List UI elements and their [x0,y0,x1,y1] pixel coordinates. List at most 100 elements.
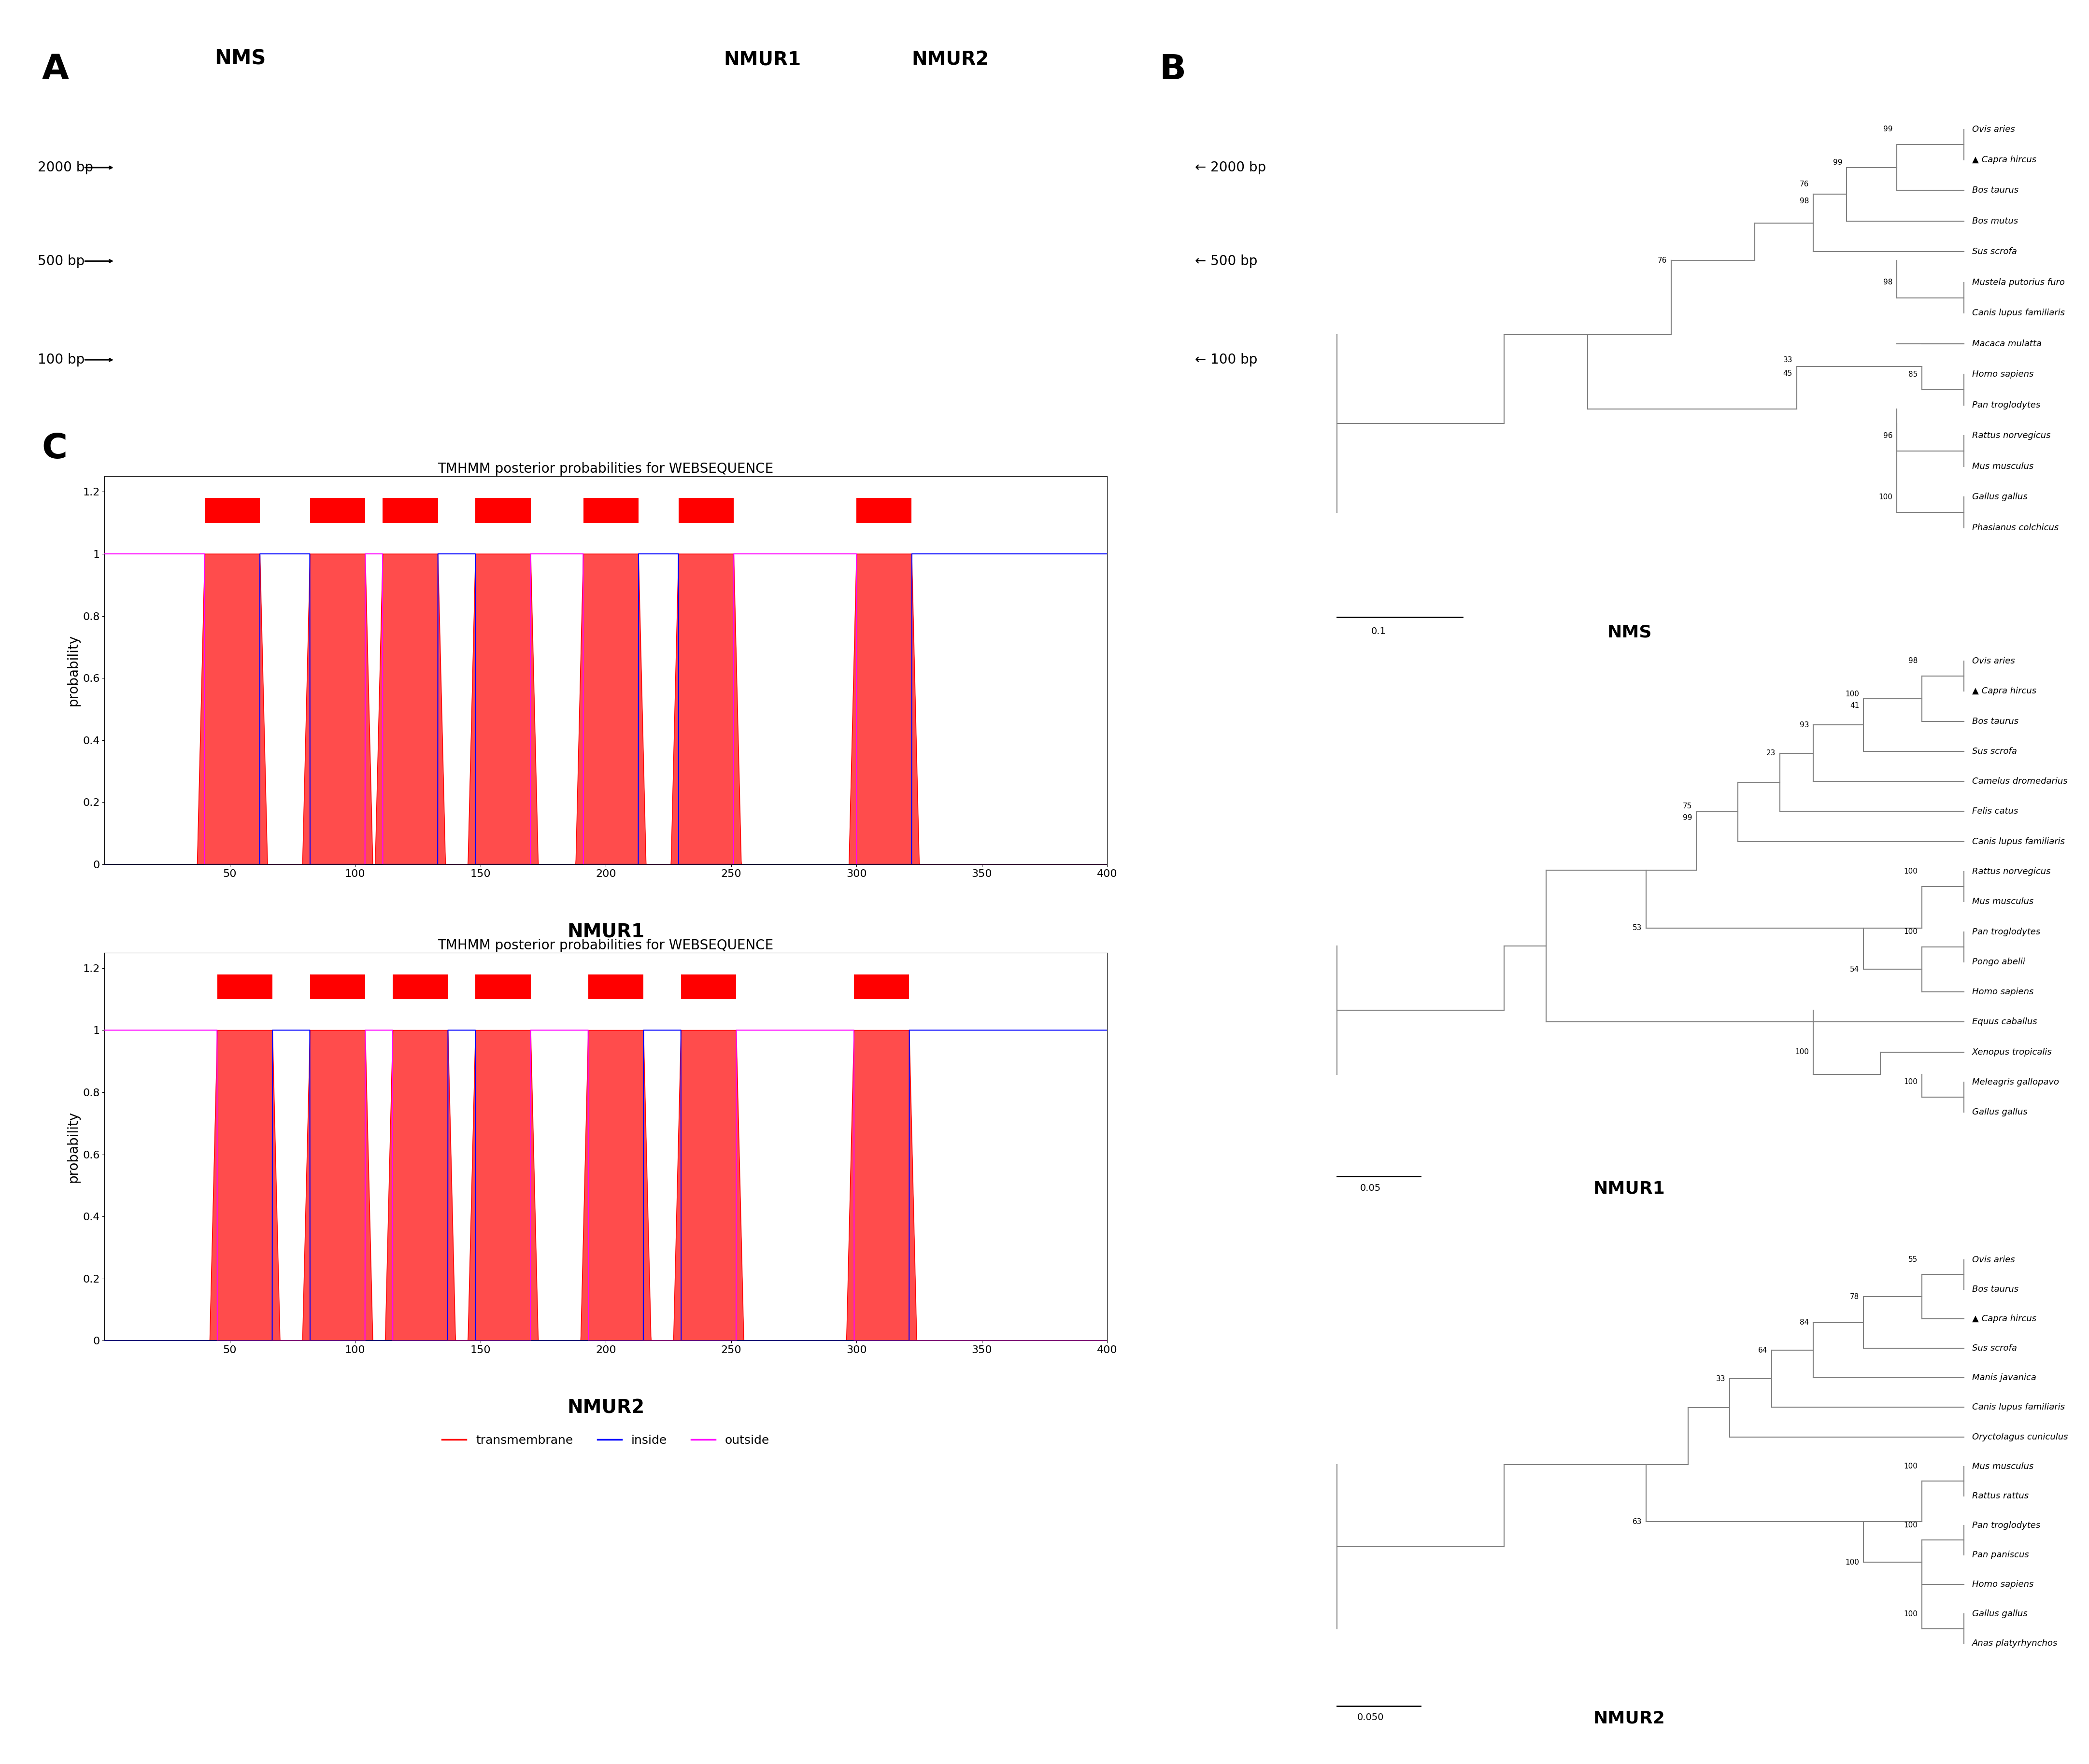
Text: 54: 54 [1851,965,1859,974]
Text: Ovis aries: Ovis aries [1972,656,2016,665]
Text: Anas platyrhynchos: Anas platyrhynchos [1972,1639,2058,1648]
Text: 98: 98 [1884,279,1893,286]
Bar [476,974,531,998]
Text: Bos taurus: Bos taurus [1972,1284,2018,1293]
Text: 41: 41 [1851,702,1859,709]
Text: B: B [1159,53,1187,86]
Text: 78: 78 [1851,1293,1859,1300]
Y-axis label: probability: probability [67,1111,79,1182]
Text: 53: 53 [1634,924,1642,931]
Text: M: M [606,106,618,118]
Bar [476,497,531,522]
Text: NMUR1: NMUR1 [566,923,646,940]
Text: Xenopus tropicalis: Xenopus tropicalis [1972,1048,2051,1057]
Text: Mus musculus: Mus musculus [1972,1462,2033,1471]
Text: NMUR2: NMUR2 [1594,1709,1665,1727]
Bar [679,497,733,522]
Text: NMUR1: NMUR1 [723,51,802,69]
Text: 84: 84 [1801,1319,1809,1327]
Bar [309,497,366,522]
Bar [589,974,643,998]
Text: Canis lupus familiaris: Canis lupus familiaris [1972,309,2064,318]
Text: Ovis aries: Ovis aries [1972,1256,2016,1265]
Text: 4: 4 [802,106,813,118]
Text: Canis lupus familiaris: Canis lupus familiaris [1972,838,2064,847]
Title: TMHMM posterior probabilities for WEBSEQUENCE: TMHMM posterior probabilities for WEBSEQ… [439,462,773,476]
Text: Rattus norvegicus: Rattus norvegicus [1972,432,2051,439]
Text: 100: 100 [1903,1078,1918,1087]
Text: 1: 1 [196,106,205,118]
Text: C: C [42,432,67,466]
Bar [217,974,272,998]
Text: ← 100 bp: ← 100 bp [1195,353,1258,367]
Bar [382,497,439,522]
Text: A: A [42,53,69,86]
Bar [205,497,259,522]
Bar [681,974,735,998]
Text: 500 bp: 500 bp [38,254,84,268]
Text: Homo sapiens: Homo sapiens [1972,370,2033,379]
Text: 100: 100 [1903,868,1918,875]
Text: 55: 55 [1909,1256,1918,1263]
Text: Macaca mulatta: Macaca mulatta [1972,339,2041,348]
Text: 93: 93 [1799,721,1809,729]
Text: 85: 85 [1909,370,1918,377]
Text: Bos taurus: Bos taurus [1972,716,2018,725]
Text: NMUR2: NMUR2 [911,51,990,69]
Text: 5: 5 [900,106,911,118]
Text: 98: 98 [1801,198,1809,205]
Text: Homo sapiens: Homo sapiens [1972,1581,2033,1589]
Text: Sus scrofa: Sus scrofa [1972,1344,2016,1353]
Text: M: M [378,106,391,118]
Text: Pan troglodytes: Pan troglodytes [1972,400,2041,409]
Bar [393,974,447,998]
Text: Pan paniscus: Pan paniscus [1972,1551,2028,1559]
Legend: transmembrane, inside, outside: transmembrane, inside, outside [437,954,775,975]
Text: 100: 100 [1794,1048,1809,1055]
Text: 33: 33 [1715,1376,1726,1383]
Text: Ovis aries: Ovis aries [1972,125,2016,134]
Text: Gallus gallus: Gallus gallus [1972,492,2028,501]
Text: NMUR2: NMUR2 [566,1399,646,1416]
Text: Phasianus colchicus: Phasianus colchicus [1972,524,2058,533]
Text: 2: 2 [288,106,297,118]
Text: 100: 100 [1903,1462,1918,1469]
Text: Canis lupus familiaris: Canis lupus familiaris [1972,1402,2064,1411]
Text: Oryctolagus cuniculus: Oryctolagus cuniculus [1972,1432,2068,1441]
Bar [309,974,366,998]
Text: 99: 99 [1882,125,1893,132]
Text: M: M [102,106,115,118]
Text: M: M [1095,106,1107,118]
Text: 0.050: 0.050 [1358,1713,1383,1722]
Text: 76: 76 [1801,180,1809,189]
Legend: transmembrane, inside, outside: transmembrane, inside, outside [437,1431,775,1452]
Text: Camelus dromedarius: Camelus dromedarius [1972,776,2068,785]
Text: 100: 100 [1903,1522,1918,1529]
Text: Rattus rattus: Rattus rattus [1972,1492,2028,1499]
Text: Pan troglodytes: Pan troglodytes [1972,928,2041,937]
Text: 64: 64 [1759,1346,1767,1353]
Text: NMS: NMS [215,49,265,69]
Text: 0.1: 0.1 [1370,626,1387,635]
Text: Sus scrofa: Sus scrofa [1972,746,2016,755]
Bar [854,974,909,998]
Text: ▲ Capra hircus: ▲ Capra hircus [1972,155,2037,164]
Text: 98: 98 [1909,658,1918,665]
Text: Gallus gallus: Gallus gallus [1972,1609,2028,1618]
Text: 99: 99 [1832,159,1842,166]
Text: 96: 96 [1882,432,1893,439]
Text: NMS: NMS [1606,624,1652,640]
Text: 3: 3 [706,106,714,118]
Text: 100: 100 [1903,1611,1918,1618]
Text: 0.05: 0.05 [1360,1184,1381,1192]
Text: Bos mutus: Bos mutus [1972,217,2018,226]
Text: Rattus norvegicus: Rattus norvegicus [1972,868,2051,877]
Text: 75: 75 [1684,803,1692,810]
Text: Sus scrofa: Sus scrofa [1972,247,2016,256]
Text: NMUR1: NMUR1 [1594,1180,1665,1198]
Text: Pongo abelii: Pongo abelii [1972,958,2024,967]
Text: 100: 100 [1845,1559,1859,1566]
Text: Meleagris gallopavo: Meleagris gallopavo [1972,1078,2060,1087]
Y-axis label: probability: probability [67,635,79,706]
Text: Equus caballus: Equus caballus [1972,1018,2037,1027]
